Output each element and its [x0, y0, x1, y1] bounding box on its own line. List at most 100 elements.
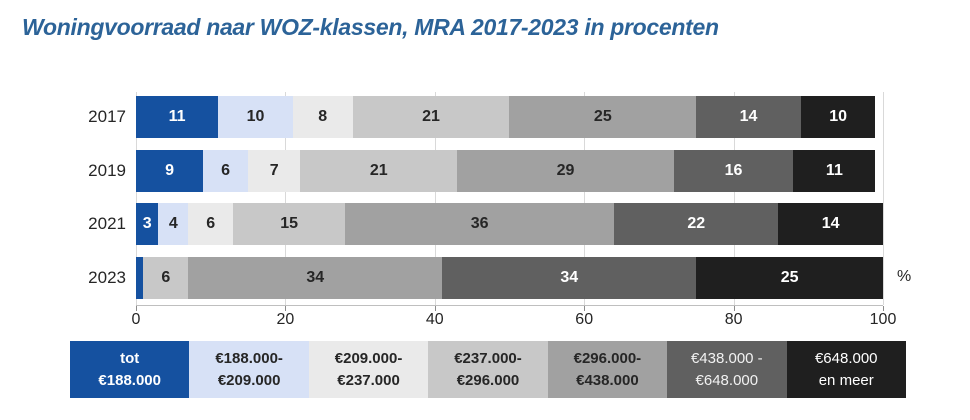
- segment-value-label: 9: [165, 161, 175, 179]
- segment-value-label: 7: [269, 161, 279, 179]
- bar-segment: 29: [457, 149, 674, 192]
- bar-segment: 25: [509, 96, 697, 138]
- segment-value-label: 6: [221, 161, 231, 179]
- year-label: 2021: [88, 214, 126, 234]
- x-tick-label: 40: [425, 311, 444, 328]
- legend-item: €188.000- €209.000: [189, 341, 309, 398]
- segment-value-label: 11: [825, 161, 843, 179]
- bar-segment: 8: [292, 96, 353, 138]
- legend-item-line2: en meer: [818, 371, 874, 389]
- legend-item: €438.000 - €648.000: [667, 341, 787, 398]
- segment-value-label: 10: [829, 108, 848, 125]
- bar-segment: 1: [136, 256, 153, 299]
- axis-tick-mark: [136, 306, 137, 311]
- percent-unit-label: %: [897, 268, 912, 285]
- legend: tot €188.000 €188.000- €209.000 €209.000- €23…: [70, 341, 906, 398]
- x-tick-label: 100: [869, 311, 897, 328]
- x-axis: 0 20 40 60 80 100: [132, 311, 897, 331]
- legend-item-line1: €296.000-: [573, 349, 642, 367]
- year-label: 2019: [88, 160, 126, 180]
- legend-item-line1: €188.000-: [215, 349, 283, 367]
- bar-row: 2021 3 4 6 15 36 22 14: [88, 203, 883, 246]
- segment-value-label: 22: [687, 215, 706, 233]
- year-label: 2017: [88, 107, 126, 126]
- legend-item: €237.000- €296.000: [428, 341, 548, 398]
- bar-row: 2017 11 10 8 21 25 14 10: [88, 96, 883, 138]
- segment-value-label: 3: [142, 215, 152, 233]
- bar-segment: 9: [136, 149, 204, 192]
- legend-item-line2: €648.000: [695, 371, 759, 389]
- segment-value-label: 15: [280, 215, 299, 233]
- segment-value-label: 34: [560, 268, 579, 286]
- bar-segment: 16: [673, 149, 794, 192]
- bar-segment: 15: [233, 203, 346, 246]
- legend-item-line2: €209.000: [217, 371, 281, 389]
- segment-value-label: 4: [168, 215, 178, 233]
- legend-item: €209.000- €237.000: [308, 341, 429, 398]
- segment-value-label: 34: [306, 268, 325, 286]
- bar-segment: 3: [136, 203, 159, 246]
- segment-value-label: 29: [556, 161, 575, 179]
- bar-segment: 14: [696, 96, 801, 138]
- bar-segment: 6: [203, 149, 249, 192]
- segment-value-label: 25: [593, 108, 612, 125]
- bar-segment: 36: [345, 203, 615, 246]
- bar-segment: 14: [778, 203, 883, 246]
- bar-segment: 6: [143, 256, 189, 299]
- legend-item-line1: €438.000 -: [690, 349, 763, 367]
- gridline: [883, 92, 884, 305]
- gridline: [285, 92, 287, 305]
- legend-item-line2: €438.000: [576, 371, 639, 389]
- axis-tick-mark: [883, 306, 884, 311]
- legend-item-line1: €209.000-: [334, 349, 403, 367]
- segment-value-label: 21: [422, 108, 440, 125]
- legend-item-line1: €648.000: [814, 349, 878, 367]
- segment-value-label: 11: [168, 108, 186, 125]
- segment-value-label: 10: [246, 108, 265, 125]
- bar-segment: 4: [158, 203, 189, 246]
- segment-value-label: 6: [161, 268, 171, 286]
- bar-row: 2023 16 34 34 25: [88, 256, 883, 299]
- bar-segment: 11: [793, 149, 876, 192]
- legend-item-line2: €188.000: [98, 371, 161, 389]
- segment-value-label: 25: [780, 268, 799, 286]
- chart-title: Woningvoorraad naar WOZ-klassen, MRA 201…: [22, 14, 719, 40]
- x-tick-label: 60: [575, 311, 594, 328]
- segment-value-label: 14: [821, 215, 840, 233]
- legend-item: tot €188.000: [70, 341, 190, 398]
- segment-value-label: 14: [739, 108, 758, 125]
- bar-segment: 21: [300, 149, 458, 192]
- bar-segment: 21: [352, 96, 510, 138]
- bar-segment: 10: [800, 96, 876, 138]
- plot-area: % 2017 11 10 8 21 25 14 10 2019 9 6 7 21 29 16 11 2021 3 4…: [88, 92, 911, 311]
- bar-segment: 6: [188, 203, 234, 246]
- bar-segment: 7: [248, 149, 301, 192]
- legend-item-line1: tot: [120, 349, 140, 367]
- x-tick-label: 20: [276, 311, 295, 328]
- axis-tick-mark: [285, 306, 287, 311]
- gridline: [434, 92, 436, 305]
- legend-item: €648.000 en meer: [786, 341, 906, 398]
- segment-value-label: 6: [206, 215, 216, 233]
- axis-tick-mark: [584, 306, 586, 311]
- bar-segment: 11: [136, 96, 219, 138]
- bar-segment: 34: [442, 256, 697, 299]
- axis-tick-mark: [733, 306, 735, 311]
- segment-value-label: 16: [724, 161, 743, 179]
- legend-item-line2: €237.000: [337, 371, 400, 389]
- segment-value-label: 21: [369, 161, 388, 179]
- gridline: [584, 92, 586, 305]
- legend-item-line2: €296.000: [456, 371, 520, 389]
- gridline: [733, 92, 735, 305]
- x-tick-label: 0: [131, 311, 141, 328]
- legend-item: €296.000- €438.000: [547, 341, 668, 398]
- bar-row: 2019 9 6 7 21 29 16 11: [88, 149, 883, 192]
- bar-segment: 25: [696, 256, 883, 299]
- x-tick-label: 80: [724, 311, 743, 328]
- segment-value-label: 8: [318, 108, 328, 125]
- bar-segment: 22: [614, 203, 779, 246]
- axis-tick-mark: [434, 306, 436, 311]
- bar-segment: 34: [188, 256, 443, 299]
- year-label: 2023: [88, 267, 126, 287]
